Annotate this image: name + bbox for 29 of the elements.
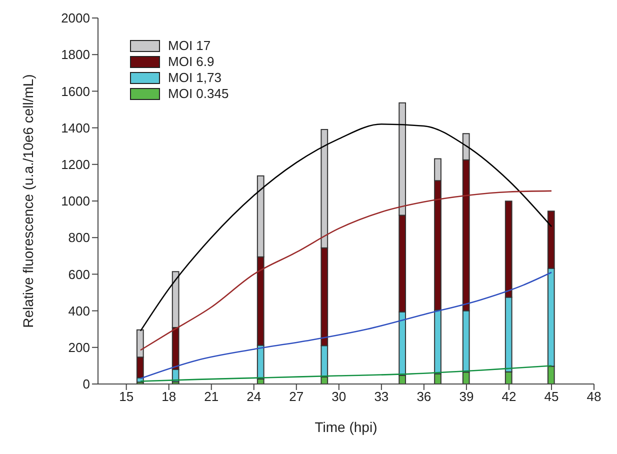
x-tick-label: 18 xyxy=(162,389,176,404)
y-tick-label: 800 xyxy=(68,230,90,246)
x-tick-label: 42 xyxy=(502,389,516,404)
x-tick-label: 27 xyxy=(289,389,304,404)
y-tick-label: 1000 xyxy=(61,194,90,209)
x-tick-label: 45 xyxy=(544,389,559,404)
y-tick-label: 600 xyxy=(68,266,90,282)
y-tick-label: 2000 xyxy=(61,10,90,26)
x-tick-label: 48 xyxy=(586,389,602,404)
x-tick-label: 33 xyxy=(374,389,389,404)
x-axis-title: Time (hpi) xyxy=(314,419,378,435)
x-tick-label: 24 xyxy=(246,389,262,404)
y-tick-label: 400 xyxy=(68,303,90,318)
legend-label: MOI 17 xyxy=(168,38,211,53)
x-tick-label: 21 xyxy=(204,389,219,404)
y-axis-title: Relative fluorescence (u.a./10e6 cell/mL) xyxy=(20,74,36,328)
legend-label: MOI 6.9 xyxy=(168,54,214,69)
y-tick-label: 1800 xyxy=(61,47,90,62)
y-tick-label: 0 xyxy=(82,376,90,392)
x-tick-label: 36 xyxy=(416,389,432,404)
legend-label: MOI 1,73 xyxy=(168,70,222,85)
y-tick-label: 1200 xyxy=(61,157,90,172)
y-tick-label: 200 xyxy=(68,340,90,356)
y-tick-label: 1400 xyxy=(61,120,90,136)
x-tick-label: 39 xyxy=(459,389,474,404)
x-tick-label: 15 xyxy=(119,389,134,404)
legend-label: MOI 0.345 xyxy=(168,86,229,101)
y-tick-label: 1600 xyxy=(61,84,90,99)
x-tick-label: 30 xyxy=(332,389,346,404)
